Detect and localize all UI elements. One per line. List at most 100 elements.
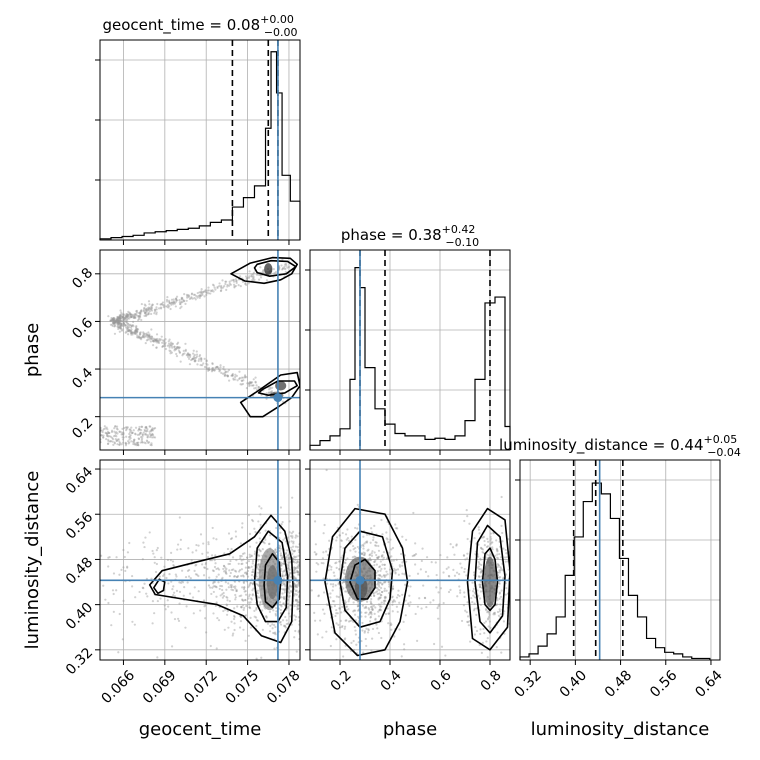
scatter-point [492, 613, 495, 616]
scatter-point [155, 308, 158, 311]
scatter-point [322, 577, 325, 580]
scatter-point [217, 581, 220, 584]
scatter-point [187, 353, 191, 357]
scatter-point [364, 611, 367, 614]
scatter-point [280, 604, 283, 607]
scatter-point [377, 577, 380, 580]
scatter-point [496, 631, 499, 634]
scatter-point [143, 582, 146, 585]
scatter-point [463, 519, 466, 523]
scatter-point [475, 629, 479, 633]
scatter-point [118, 321, 121, 325]
yaxis-label-phase: phase [22, 323, 43, 377]
scatter-point [248, 584, 251, 587]
scatter-point [190, 358, 193, 362]
scatter-point [196, 291, 199, 295]
scatter-point [408, 574, 411, 577]
xtick-label-geocent_time-4: 0.078 [264, 667, 304, 707]
scatter-point [377, 672, 379, 674]
scatter-point [444, 654, 447, 657]
scatter-point [297, 616, 300, 619]
scatter-point [415, 639, 419, 642]
scatter-point [160, 335, 163, 338]
title-upper-luminosity_distance: +0.05 [704, 433, 738, 446]
scatter-point [375, 586, 379, 589]
scatter-point [141, 433, 144, 436]
scatter-point [353, 609, 356, 612]
scatter-point [118, 573, 121, 576]
scatter-point [391, 600, 395, 603]
scatter-point [168, 301, 171, 304]
scatter-point [223, 285, 226, 288]
scatter-point [292, 530, 295, 533]
scatter-point [259, 276, 263, 279]
scatter-point [122, 316, 125, 319]
scatter-point [248, 606, 251, 609]
scatter-point [232, 283, 236, 286]
scatter-point [133, 331, 137, 334]
scatter-point [282, 588, 286, 591]
scatter-point [198, 353, 202, 357]
scatter-point [395, 558, 398, 561]
scatter-point [246, 572, 249, 576]
scatter-point [243, 374, 247, 377]
scatter-point [294, 589, 297, 593]
scatter-point [257, 385, 260, 389]
scatter-point [114, 434, 117, 437]
scatter-point [182, 352, 185, 356]
scatter-point [248, 275, 251, 278]
scatter-point [229, 283, 232, 286]
scatter-point [466, 515, 469, 518]
scatter-point [480, 651, 483, 654]
scatter-point [260, 507, 263, 510]
scatter-point [118, 318, 121, 321]
scatter-point [475, 607, 478, 610]
scatter-point [495, 539, 498, 542]
scatter-point [116, 323, 120, 327]
scatter-point [366, 549, 369, 552]
scatter-point [240, 605, 243, 608]
scatter-point [174, 348, 177, 351]
scatter-point [133, 330, 136, 333]
scatter-point [133, 316, 136, 320]
scatter-point [158, 339, 161, 342]
scatter-point [244, 614, 248, 617]
scatter-point [401, 561, 404, 564]
scatter-point [465, 611, 468, 614]
scatter-point [234, 373, 237, 376]
xtick-label-luminosity_distance-1: 0.40 [557, 667, 590, 700]
scatter-point [479, 586, 482, 589]
scatter-point [224, 569, 227, 572]
scatter-point [130, 328, 133, 331]
scatter-point [399, 552, 403, 556]
scatter-point [128, 312, 132, 315]
scatter-point [211, 526, 214, 530]
scatter-point [283, 574, 286, 577]
scatter-point [285, 555, 288, 558]
scatter-point [241, 526, 244, 529]
scatter-point [464, 558, 467, 561]
scatter-point [442, 571, 445, 574]
scatter-point [151, 339, 155, 343]
scatter-point [373, 524, 376, 527]
scatter-point [137, 335, 140, 338]
scatter-point [155, 306, 158, 309]
scatter-point [140, 338, 143, 341]
scatter-point [271, 627, 274, 630]
scatter-point [463, 591, 466, 594]
scatter-point [402, 620, 405, 623]
scatter-point [292, 557, 295, 561]
scatter-point [297, 601, 300, 604]
scatter-point [244, 589, 247, 593]
scatter-point [241, 382, 245, 386]
scatter-point [501, 540, 504, 543]
scatter-point [385, 537, 388, 540]
scatter-point [369, 616, 372, 619]
scatter-point [296, 605, 299, 608]
scatter-point [78, 586, 80, 588]
scatter-point [325, 577, 329, 580]
scatter-point [145, 309, 148, 312]
scatter-point [216, 617, 219, 620]
scatter-point [248, 555, 252, 559]
scatter-point [248, 553, 251, 556]
